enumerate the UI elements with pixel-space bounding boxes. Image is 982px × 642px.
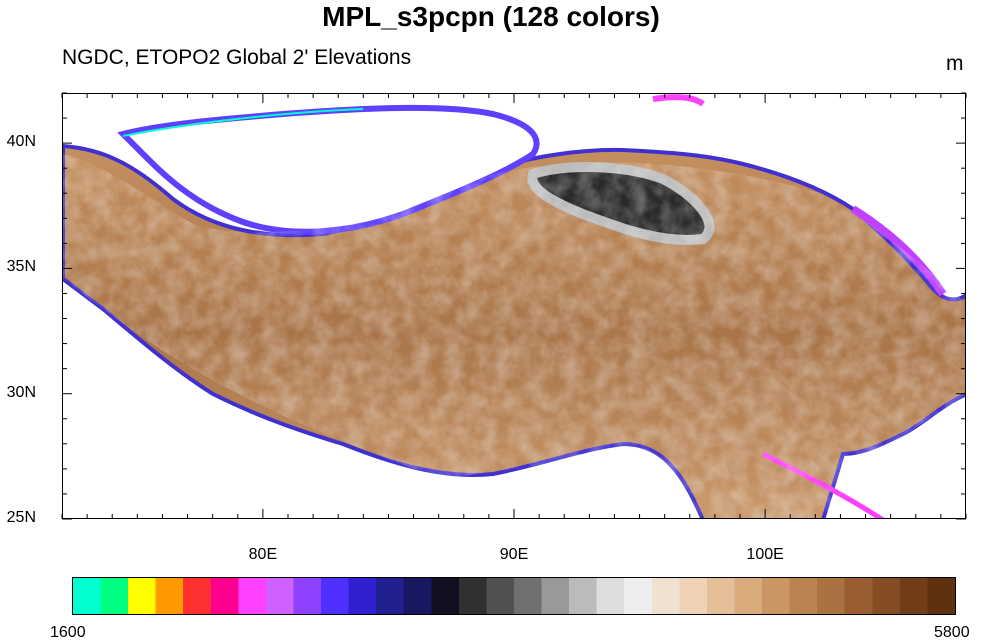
colorbar (72, 577, 956, 615)
lat-tick-label: 25N (6, 509, 36, 526)
lon-tick-label: 80E (248, 546, 278, 563)
map-svg (63, 94, 965, 518)
lat-tick-label: 35N (6, 258, 36, 276)
lon-tick-label: 90E (499, 546, 529, 563)
colorbar-min-label: 1600 (50, 624, 86, 641)
elevation-map (62, 93, 966, 519)
chart-title: MPL_s3pcpn (128 colors) (322, 1, 660, 32)
colorbar-max-label: 5800 (934, 624, 970, 641)
units-label: m (946, 52, 964, 75)
lat-tick-label: 30N (6, 383, 36, 401)
lat-tick-label: 40N (6, 133, 36, 151)
lon-tick-label: 100E (746, 546, 784, 563)
dataset-subtitle: NGDC, ETOPO2 Global 2' Elevations (62, 46, 412, 69)
